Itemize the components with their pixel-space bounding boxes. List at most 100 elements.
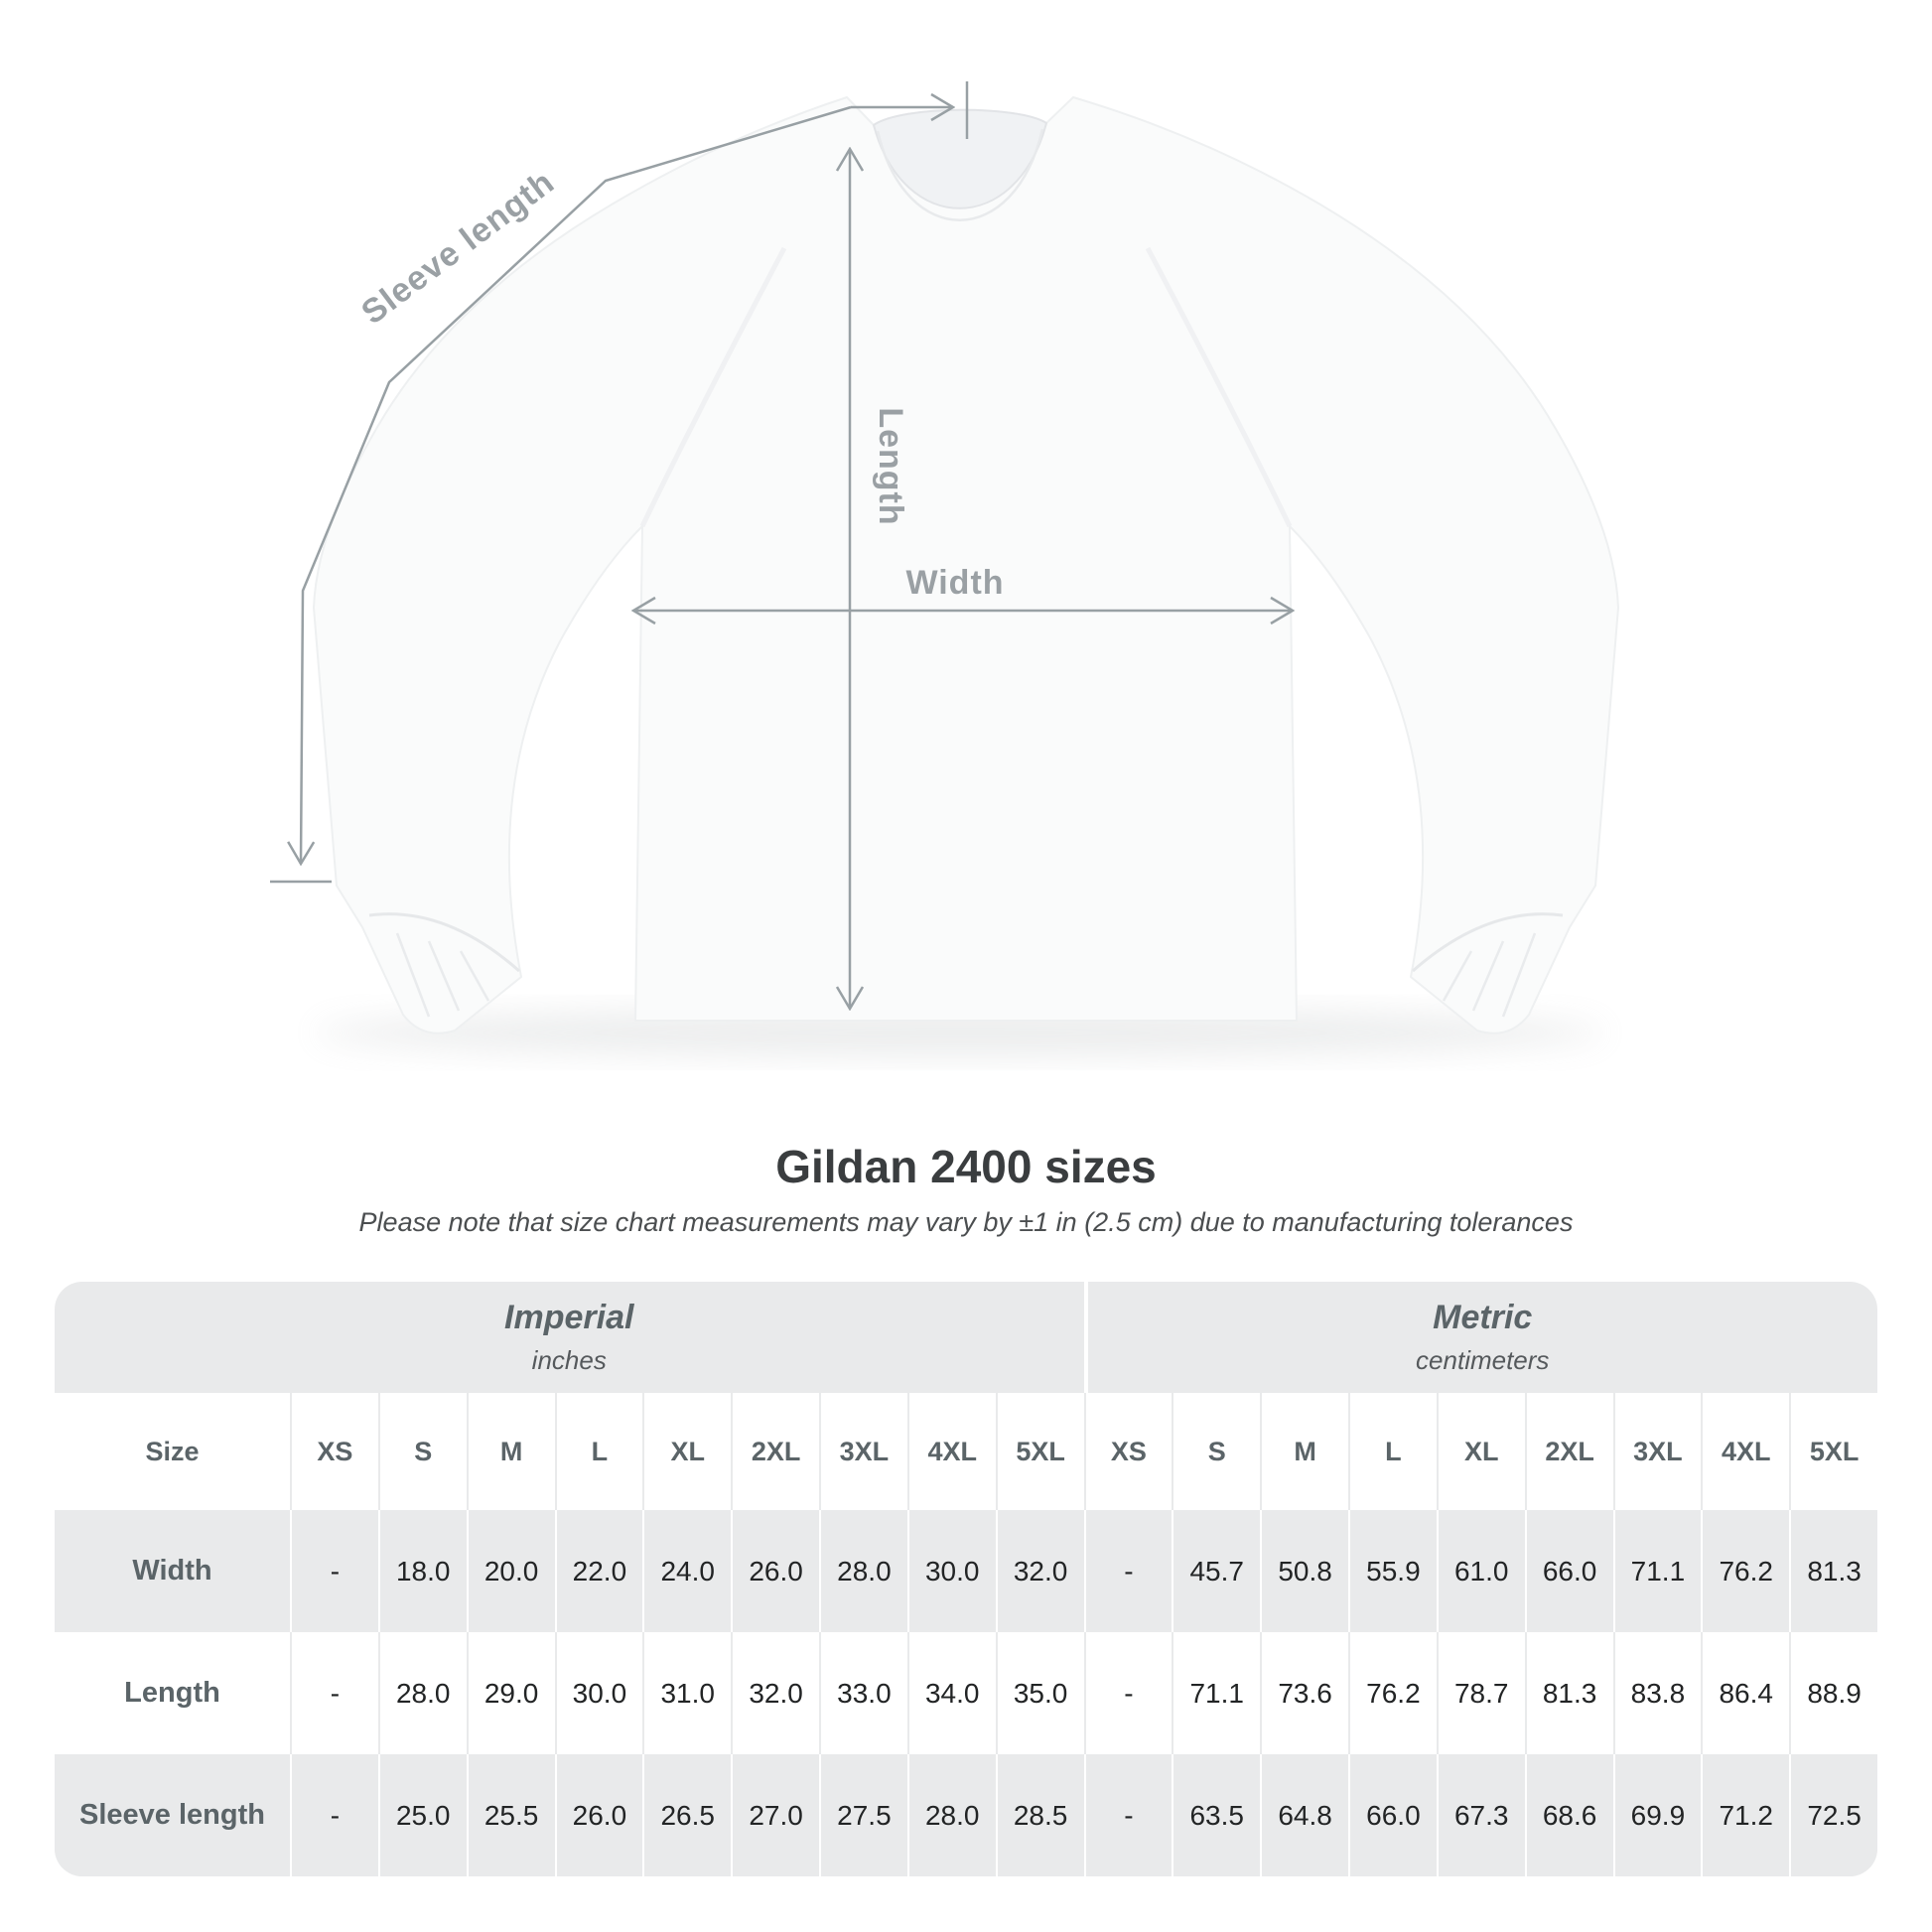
size-column-header: 3XL (1612, 1393, 1702, 1510)
left-sleeve-seam (639, 246, 787, 528)
length-cell: 33.0 (819, 1632, 907, 1754)
row-label: Length (124, 1677, 220, 1709)
size-column-header: XL (642, 1393, 731, 1510)
title-block: Gildan 2400 sizes Please note that size … (0, 1141, 1932, 1238)
size-column-header: 5XL (995, 1393, 1084, 1510)
shirt-measurement-diagram: Sleeve length Length Width (270, 81, 1620, 1056)
length-cell: 32.0 (731, 1632, 819, 1754)
sleeve-cell: 66.0 (1348, 1754, 1437, 1876)
sleeve-cell: 25.5 (466, 1754, 555, 1876)
length-cell: 71.1 (1172, 1632, 1260, 1754)
width-cell: 50.8 (1260, 1510, 1348, 1632)
length-cell: 86.4 (1701, 1632, 1789, 1754)
length-cell: 81.3 (1524, 1632, 1613, 1754)
collar-seam (876, 128, 1044, 221)
length-cell: 29.0 (466, 1632, 555, 1754)
sleeve-cell: - (290, 1754, 378, 1876)
width-cell: 55.9 (1348, 1510, 1437, 1632)
sleeve-cell: 26.5 (642, 1754, 731, 1876)
page-title: Gildan 2400 sizes (775, 1141, 1157, 1192)
sleeve-cell: 63.5 (1172, 1754, 1260, 1876)
right-sleeve-seam (1145, 246, 1293, 528)
width-cell: 76.2 (1701, 1510, 1789, 1632)
sleeve-cell: 67.3 (1436, 1754, 1525, 1876)
width-cell: 71.1 (1612, 1510, 1702, 1632)
sleeve-cell: 68.6 (1524, 1754, 1613, 1876)
row-label: Width (132, 1555, 212, 1587)
length-cell: 76.2 (1348, 1632, 1437, 1754)
width-cell: 66.0 (1524, 1510, 1613, 1632)
size-column-header: XS (1083, 1393, 1173, 1510)
page-subtitle: Please note that size chart measurements… (358, 1207, 1574, 1237)
left-cuff-ribs (395, 932, 490, 1018)
right-cuff-seam (1412, 912, 1564, 973)
metric-unit-label: centimeters (1416, 1345, 1550, 1375)
length-row: Length - 28.0 29.0 30.0 31.0 32.0 33.0 3… (55, 1632, 1877, 1754)
sleeve-cell: 26.0 (554, 1754, 643, 1876)
size-column-header: 2XL (1524, 1393, 1613, 1510)
size-table: Imperial inches Metric centimeters Size … (55, 1282, 1877, 1876)
length-cell: 31.0 (642, 1632, 731, 1754)
length-cell: 78.7 (1436, 1632, 1525, 1754)
imperial-unit-label: inches (531, 1345, 607, 1375)
width-cell: 32.0 (995, 1510, 1084, 1632)
length-cell: 35.0 (995, 1632, 1084, 1754)
shirt-mockup (312, 95, 1620, 1035)
sleeve-length-arrow (270, 81, 969, 884)
width-cell: 61.0 (1436, 1510, 1525, 1632)
right-cuff-ribs (1442, 932, 1537, 1018)
sleeve-length-row: Sleeve length - 25.0 25.5 26.0 26.5 27.0… (55, 1754, 1877, 1876)
sleeve-cell: 64.8 (1260, 1754, 1348, 1876)
size-column-header: 4XL (1701, 1393, 1789, 1510)
size-header-row: Size XS S M L XL 2XL 3XL 4XL 5XL XS S M … (55, 1393, 1877, 1510)
length-cell: 30.0 (554, 1632, 643, 1754)
width-cell: 18.0 (377, 1510, 467, 1632)
metric-group-header: Metric centimeters (1083, 1282, 1878, 1393)
size-column-header: XS (290, 1393, 378, 1510)
size-column-header: M (1260, 1393, 1348, 1510)
sleeve-cell: 25.0 (377, 1754, 467, 1876)
sleeve-cell: 69.9 (1612, 1754, 1702, 1876)
length-cell: 73.6 (1260, 1632, 1348, 1754)
size-column-header: 3XL (819, 1393, 907, 1510)
sleeve-cell: 28.5 (995, 1754, 1084, 1876)
width-cell: 26.0 (731, 1510, 819, 1632)
length-cell: - (1083, 1632, 1173, 1754)
shirt-body (312, 95, 1620, 1035)
length-cell: - (290, 1632, 378, 1754)
width-cell: - (290, 1510, 378, 1632)
width-cell: 24.0 (642, 1510, 731, 1632)
size-column-header: S (1172, 1393, 1260, 1510)
metric-label: Metric (1433, 1299, 1533, 1336)
sleeve-cell: 27.0 (731, 1754, 819, 1876)
unit-group-header-row: Imperial inches Metric centimeters (55, 1282, 1877, 1393)
width-cell: - (1083, 1510, 1173, 1632)
imperial-group-header: Imperial inches (55, 1282, 1084, 1393)
sleeve-cell: 27.5 (819, 1754, 907, 1876)
size-column-header: S (377, 1393, 467, 1510)
imperial-label: Imperial (504, 1299, 634, 1336)
size-column-header: 4XL (906, 1393, 996, 1510)
sleeve-cell: 28.0 (906, 1754, 996, 1876)
width-cell: 22.0 (554, 1510, 643, 1632)
length-cell: 88.9 (1789, 1632, 1877, 1754)
sleeve-cell: - (1083, 1754, 1173, 1876)
length-label: Length (872, 407, 909, 525)
size-column-header: 2XL (731, 1393, 819, 1510)
width-cell: 45.7 (1172, 1510, 1260, 1632)
length-cell: 83.8 (1612, 1632, 1702, 1754)
length-cell: 28.0 (377, 1632, 467, 1754)
left-cuff-seam (368, 912, 520, 973)
width-cell: 81.3 (1789, 1510, 1877, 1632)
size-column-header: M (466, 1393, 555, 1510)
width-cell: 28.0 (819, 1510, 907, 1632)
size-column-header: L (554, 1393, 643, 1510)
row-label: Sleeve length (79, 1799, 265, 1831)
sleeve-cell: 72.5 (1789, 1754, 1877, 1876)
width-row: Width - 18.0 20.0 22.0 24.0 26.0 28.0 30… (55, 1510, 1877, 1632)
width-label: Width (905, 564, 1004, 602)
size-column-header: 5XL (1789, 1393, 1877, 1510)
width-cell: 20.0 (466, 1510, 555, 1632)
size-corner-label: Size (145, 1436, 200, 1466)
